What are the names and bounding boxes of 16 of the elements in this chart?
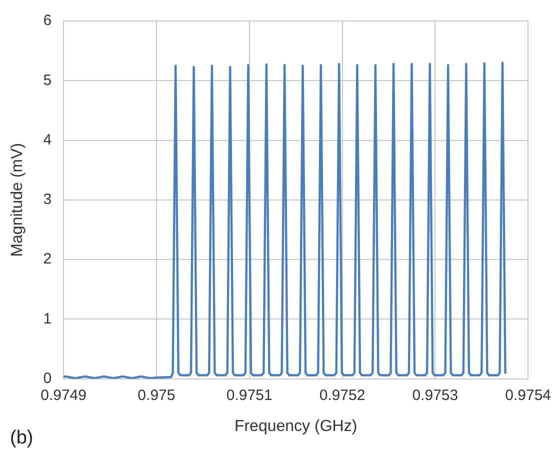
x-tick-label: 0.9754 [505,386,552,404]
y-tick-label: 3 [43,191,52,208]
x-axis-title: Frequency (GHz) [234,418,358,435]
x-tick-label: 0.9749 [40,386,86,404]
y-tick-label: 1 [43,310,52,328]
y-tick-label: 4 [43,131,52,148]
y-tick-label: 2 [43,250,52,268]
y-axis-title: Magnitude (mV) [9,142,26,257]
x-tick-label: 0.9753 [412,386,458,404]
y-tick-label: 0 [43,370,52,387]
y-tick-label: 6 [43,12,52,30]
x-tick-label: 0.975 [138,386,176,404]
x-tick-label: 0.9752 [319,386,366,404]
x-tick-label: 0.9751 [226,386,272,404]
y-tick-label: 5 [43,72,52,89]
text: (b) [10,428,34,449]
